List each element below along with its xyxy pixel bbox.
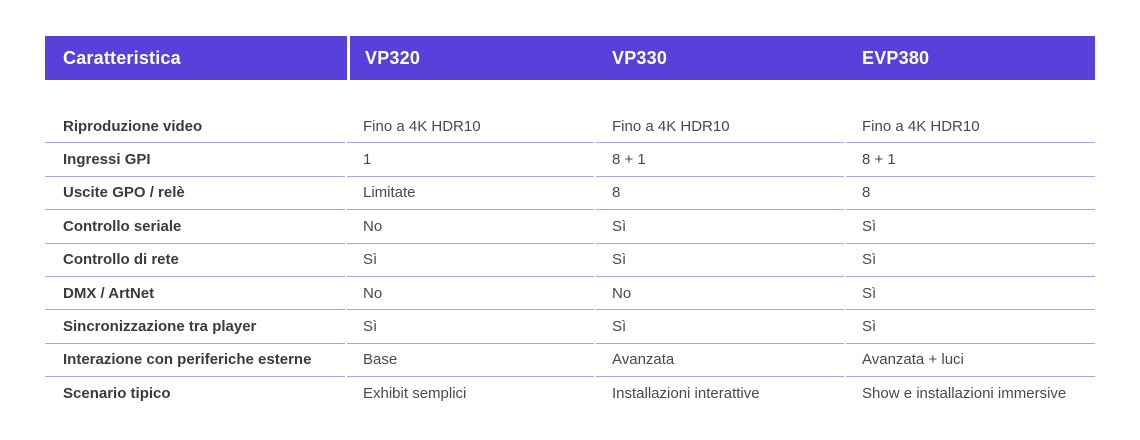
vp330-value: Fino a 4K HDR10 xyxy=(596,110,844,144)
vp320-value: Sì xyxy=(347,310,594,344)
vp320-value: Sì xyxy=(347,244,594,277)
vp330-value: Avanzata xyxy=(596,344,844,378)
vp330-value: Installazioni interattive xyxy=(612,385,760,403)
table-row-ingressi-gpi: Ingressi GPI 1 8 + 1 8 + 1 xyxy=(45,143,1095,177)
evp380-value: Fino a 4K HDR10 xyxy=(846,110,1095,144)
header-cell-evp380: EVP380 xyxy=(862,47,930,68)
vp330-value: 8 + 1 xyxy=(596,143,844,177)
feature-label: Riproduzione video xyxy=(45,110,345,144)
evp380-value: Avanzata + luci xyxy=(846,344,1095,378)
vp330-value: Sì xyxy=(596,310,844,344)
table-row-interazione-periferiche-esterne: Interazione con periferiche esterne Base… xyxy=(45,344,1095,378)
table-row-controllo-di-rete: Controllo di rete Sì Sì Sì xyxy=(45,244,1095,277)
vp320-value: 1 xyxy=(347,143,594,177)
evp380-value: Sì xyxy=(846,277,1095,311)
vp330-value: Sì xyxy=(596,244,844,277)
feature-label: Controllo seriale xyxy=(45,210,345,244)
feature-label: Uscite GPO / relè xyxy=(45,177,345,211)
table-body: Riproduzione video Fino a 4K HDR10 Fino … xyxy=(45,110,1095,411)
table-row-controllo-seriale: Controllo seriale No Sì Sì xyxy=(45,210,1095,244)
vp320-value: No xyxy=(347,277,594,311)
feature-label: Interazione con periferiche esterne xyxy=(45,344,345,378)
feature-label: Scenario tipico xyxy=(63,385,171,403)
vp320-value: Limitate xyxy=(347,177,594,211)
evp380-value: 8 + 1 xyxy=(846,143,1095,177)
table-row-scenario-tipico: Scenario tipico Exhibit semplici Install… xyxy=(45,377,1095,410)
vp320-value: Fino a 4K HDR10 xyxy=(347,110,594,144)
vp320-value: Base xyxy=(347,344,594,378)
header-cell-caratteristica: Caratteristica xyxy=(63,47,181,68)
vp320-value: Exhibit semplici xyxy=(363,385,467,403)
feature-label: Controllo di rete xyxy=(45,244,345,277)
header-cell-vp330: VP330 xyxy=(612,47,668,68)
table-row-uscite-gpo-rele: Uscite GPO / relè Limitate 8 8 xyxy=(45,177,1095,211)
evp380-value: 8 xyxy=(846,177,1095,211)
feature-label: Ingressi GPI xyxy=(45,143,345,177)
evp380-value: Show e installazioni immersive xyxy=(862,385,1067,403)
vp330-value: No xyxy=(596,277,844,311)
table-row-riproduzione-video: Riproduzione video Fino a 4K HDR10 Fino … xyxy=(45,110,1095,144)
table-header-row: Caratteristica VP320 VP330 EVP380 xyxy=(45,36,1095,80)
table-row-dmx-artnet: DMX / ArtNet No No Sì xyxy=(45,277,1095,311)
vp330-value: 8 xyxy=(596,177,844,211)
feature-label: DMX / ArtNet xyxy=(45,277,345,311)
evp380-value: Sì xyxy=(846,310,1095,344)
evp380-value: Sì xyxy=(846,244,1095,277)
header-cell-vp320: VP320 xyxy=(347,36,596,80)
table-row-sincronizzazione-tra-player: Sincronizzazione tra player Sì Sì Sì xyxy=(45,310,1095,344)
vp330-value: Sì xyxy=(596,210,844,244)
feature-label: Sincronizzazione tra player xyxy=(45,310,345,344)
product-comparison-table: Caratteristica VP320 VP330 EVP380 Riprod… xyxy=(45,36,1095,411)
evp380-value: Sì xyxy=(846,210,1095,244)
vp320-value: No xyxy=(347,210,594,244)
